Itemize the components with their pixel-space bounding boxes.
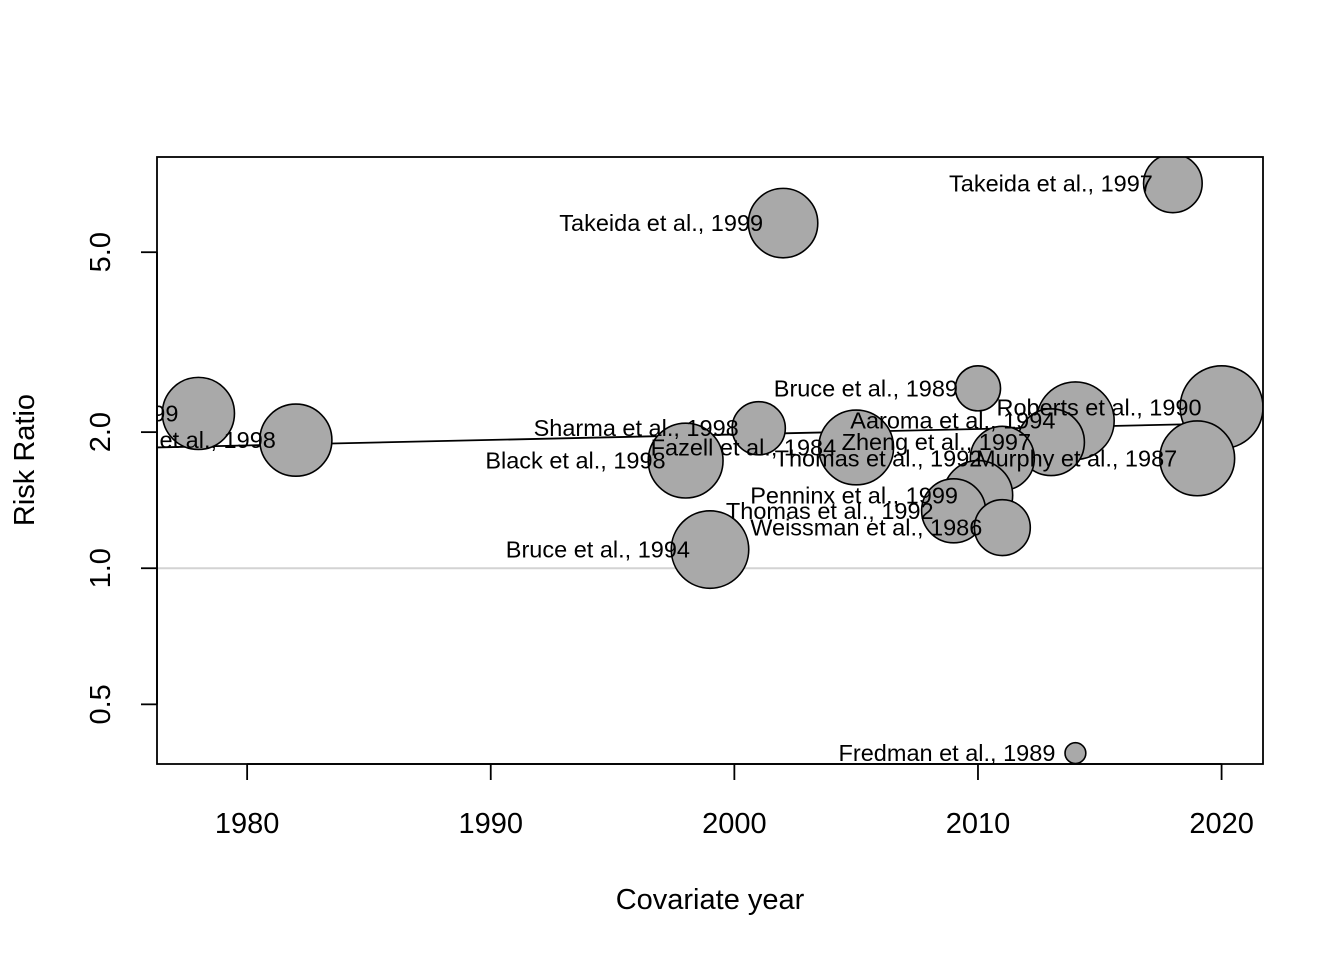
point-label: Penninx et al., 1999 bbox=[750, 482, 958, 508]
point-label: Bruce et al., 1994 bbox=[506, 537, 690, 563]
point-label: Takeida et al., 1999 bbox=[559, 210, 763, 236]
y-tick-label: 1.0 bbox=[85, 548, 117, 588]
point-label: Sharma et al., 1998 bbox=[534, 415, 739, 441]
bubble-point bbox=[973, 498, 1032, 557]
x-tick-label: 1980 bbox=[215, 808, 280, 840]
bubble-point bbox=[731, 400, 787, 456]
point-label: Zheng et al., 1997 bbox=[842, 429, 1031, 455]
y-axis-title: Risk Ratio bbox=[9, 394, 41, 526]
points-layer bbox=[161, 157, 1263, 764]
point-label: Aaroma et al., 1994 bbox=[850, 408, 1055, 434]
point-label: Roberts et al., 1990 bbox=[996, 394, 1201, 420]
point-label: Fazell et al., 1984 bbox=[651, 434, 837, 460]
point-label: …99 bbox=[129, 400, 179, 426]
y-tick-label: 2.0 bbox=[85, 412, 117, 452]
point-label: Thomas et al., 1992 bbox=[726, 498, 934, 524]
x-axis: 1980 1990 2000 2010 2020 bbox=[215, 763, 1254, 840]
point-label: Fredman et al., 1989 bbox=[839, 740, 1056, 766]
x-tick-label: 1990 bbox=[458, 808, 523, 840]
bubble-point bbox=[1159, 420, 1236, 497]
point-label: Black et al., 1998 bbox=[485, 448, 665, 474]
point-label: …et al., 1998 bbox=[136, 427, 276, 453]
bubble-point bbox=[647, 422, 724, 499]
bubble-point bbox=[817, 409, 895, 486]
point-label: Thomas et al., 1992 bbox=[775, 445, 983, 471]
bubble-point bbox=[954, 364, 1002, 412]
x-tick-label: 2010 bbox=[946, 808, 1011, 840]
bubble-point bbox=[161, 376, 236, 451]
x-axis-title: Covariate year bbox=[616, 884, 805, 916]
point-label: Takeida et al., 1997 bbox=[949, 170, 1153, 196]
x-tick-label: 2020 bbox=[1189, 808, 1254, 840]
bubble-point bbox=[670, 509, 750, 590]
y-tick-label: 5.0 bbox=[85, 232, 117, 272]
x-tick-label: 2000 bbox=[702, 808, 767, 840]
point-label: Murphy et al., 1987 bbox=[976, 445, 1177, 471]
point-label: Weissman et al., 1986 bbox=[750, 515, 982, 541]
bubble-point bbox=[259, 403, 333, 477]
y-tick-label: 0.5 bbox=[85, 684, 117, 724]
point-labels-layer: Takeida et al., 1997 Takeida et al., 1999… bbox=[129, 170, 1202, 766]
bubble-point bbox=[1064, 741, 1087, 764]
bubble-point bbox=[1142, 157, 1203, 214]
point-label: Bruce et al., 1989 bbox=[774, 375, 958, 401]
bubble-point bbox=[747, 187, 819, 259]
y-axis: 0.5 1.0 2.0 5.0 bbox=[85, 232, 158, 725]
